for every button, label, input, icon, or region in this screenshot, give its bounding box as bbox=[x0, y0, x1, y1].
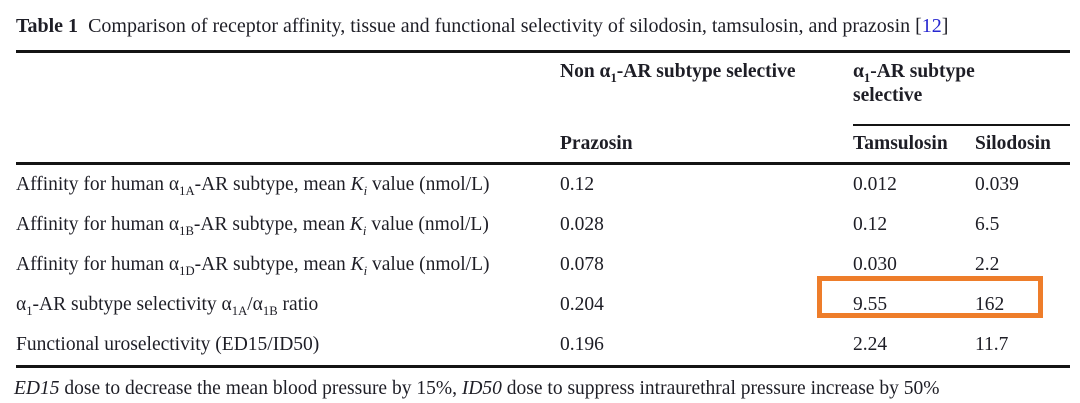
comparison-table: Non α1-AR subtype selective α1-AR subtyp… bbox=[16, 50, 1070, 368]
row-label: α1-AR subtype selectivity α1A/α1B ratio bbox=[16, 294, 319, 318]
table-caption-text: Comparison of receptor affinity, tissue … bbox=[88, 15, 911, 37]
cell-silodosin: 0.039 bbox=[975, 174, 1019, 195]
cell-silodosin: 11.7 bbox=[975, 334, 1009, 355]
row-label: Affinity for human α1B-AR subtype, mean … bbox=[16, 214, 489, 238]
header-group-selective-text: α1-AR subtype selective bbox=[853, 61, 975, 106]
header-group-row: Non α1-AR subtype selective α1-AR subtyp… bbox=[16, 51, 1070, 126]
cell-prazosin: 0.028 bbox=[560, 214, 604, 235]
table-row: α1-AR subtype selectivity α1A/α1B ratio … bbox=[16, 285, 1070, 325]
header-spacer bbox=[16, 52, 560, 126]
cell-silodosin: 2.2 bbox=[975, 254, 1000, 275]
table-row: Affinity for human α1A-AR subtype, mean … bbox=[16, 164, 1070, 206]
citation-open-bracket: [ bbox=[915, 15, 922, 37]
cell-silodosin: 6.5 bbox=[975, 214, 1000, 235]
cell-prazosin: 0.204 bbox=[560, 294, 604, 315]
table-caption: Table 1 Comparison of receptor affinity, … bbox=[0, 0, 1080, 39]
header-spacer bbox=[16, 125, 560, 165]
row-label: Affinity for human α1A-AR subtype, mean … bbox=[16, 174, 490, 198]
cell-tamsulosin: 9.55 bbox=[853, 294, 888, 315]
cell-tamsulosin: 0.012 bbox=[853, 174, 897, 195]
citation: [12] bbox=[915, 15, 948, 37]
cell-tamsulosin: 2.24 bbox=[853, 334, 888, 355]
cell-prazosin: 0.078 bbox=[560, 254, 604, 275]
table-row: Affinity for human α1D-AR subtype, mean … bbox=[16, 245, 1070, 285]
cell-prazosin: 0.196 bbox=[560, 334, 604, 355]
column-header-silodosin: Silodosin bbox=[975, 125, 1070, 165]
cell-prazosin: 0.12 bbox=[560, 174, 595, 195]
cell-tamsulosin: 0.030 bbox=[853, 254, 897, 275]
table-caption-label: Table 1 bbox=[16, 15, 79, 37]
citation-link[interactable]: 12 bbox=[921, 15, 942, 37]
table-row: Affinity for human α1B-AR subtype, mean … bbox=[16, 205, 1070, 245]
cell-silodosin: 162 bbox=[975, 294, 1005, 315]
header-group-selective: α1-AR subtype selective bbox=[853, 51, 1070, 126]
cell-tamsulosin: 0.12 bbox=[853, 214, 888, 235]
header-columns-row: Prazosin Tamsulosin Silodosin bbox=[16, 125, 1070, 165]
header-group-non-selective: Non α1-AR subtype selective bbox=[560, 61, 796, 85]
citation-close-bracket: ] bbox=[941, 15, 949, 37]
column-header-tamsulosin: Tamsulosin bbox=[853, 125, 975, 165]
row-label: Affinity for human α1D-AR subtype, mean … bbox=[16, 254, 490, 278]
table-footnote: ED15 dose to decrease the mean blood pre… bbox=[14, 378, 940, 399]
table-row: Functional uroselectivity (ED15/ID50) 0.… bbox=[16, 325, 1070, 367]
column-header-prazosin: Prazosin bbox=[560, 125, 853, 165]
row-label: Functional uroselectivity (ED15/ID50) bbox=[16, 334, 320, 355]
